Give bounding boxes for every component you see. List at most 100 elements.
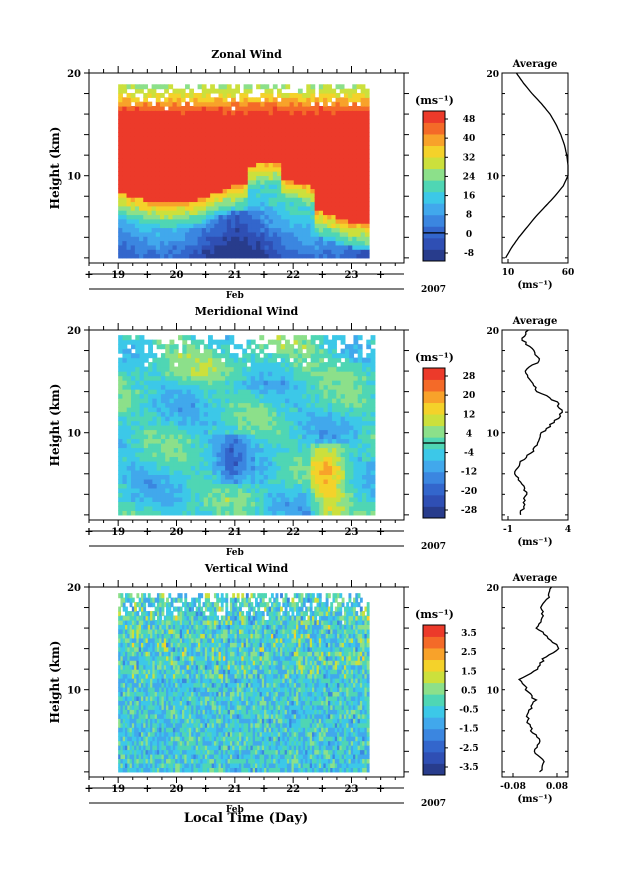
heatmap-cell <box>160 366 166 372</box>
heatmap-cell <box>222 179 228 185</box>
heatmap-cell <box>203 398 209 404</box>
heatmap-cell <box>212 510 218 516</box>
heatmap-cell <box>186 416 192 422</box>
heatmap-cell <box>280 348 286 354</box>
heatmap-cell <box>242 348 248 354</box>
heatmap-cell <box>168 210 174 216</box>
heatmap-cell <box>220 460 226 467</box>
heatmap-cell <box>152 398 158 404</box>
heatmap-cell <box>201 145 207 150</box>
heatmap-cell <box>118 762 122 768</box>
heatmap-cell <box>339 119 345 124</box>
heatmap-cell <box>247 140 253 146</box>
heatmap-cell <box>118 722 122 728</box>
heatmap-cell <box>130 136 136 142</box>
heatmap-cell <box>327 127 332 133</box>
heatmap-cell <box>193 132 199 137</box>
heatmap-cell <box>189 218 195 224</box>
heatmap-cell <box>276 375 282 381</box>
heatmap-cell <box>314 348 320 354</box>
heatmap-cell <box>122 236 128 242</box>
heatmap-cell <box>263 393 269 399</box>
heatmap-cell <box>143 119 149 124</box>
heatmap-cell <box>293 92 299 98</box>
heatmap-cell <box>306 162 312 168</box>
heatmap-cell <box>327 442 333 449</box>
heatmap-cell <box>256 214 261 220</box>
heatmap-cell <box>256 171 261 177</box>
heatmap-cell <box>226 88 232 94</box>
heatmap-cell <box>120 731 124 737</box>
heatmap-cell <box>268 110 274 116</box>
heatmap-cell <box>344 478 350 485</box>
heatmap-cell <box>336 501 342 507</box>
heatmap-cell <box>135 353 141 359</box>
heatmap-cell <box>297 192 303 198</box>
heatmap-cell <box>281 175 286 181</box>
heatmap-cell <box>360 123 366 129</box>
heatmap-cell <box>182 492 188 498</box>
heatmap-cell <box>134 244 140 250</box>
heatmap-cell <box>216 407 222 413</box>
heatmap-cell <box>233 456 239 462</box>
heatmap-cell <box>160 492 166 498</box>
heatmap-cell <box>225 402 230 408</box>
heatmap-cell <box>366 416 372 422</box>
heatmap-cell <box>340 335 346 341</box>
heatmap-cell <box>148 438 153 444</box>
heatmap-cell <box>185 236 190 242</box>
heatmap-cell <box>139 197 144 203</box>
heatmap-cell <box>173 380 179 386</box>
heatmap-cell <box>370 366 376 372</box>
heatmap-cell <box>118 402 124 408</box>
heatmap-cell <box>186 375 192 381</box>
heatmap-cell <box>190 393 196 399</box>
heatmap-cell <box>173 433 179 440</box>
heatmap-cell <box>314 110 320 116</box>
heatmap-cell <box>293 188 299 194</box>
heatmap-cell <box>364 236 370 242</box>
heatmap-cell <box>366 438 372 444</box>
heatmap-cell <box>246 501 252 507</box>
heatmap-cell <box>235 205 241 211</box>
heatmap-cell <box>352 88 358 94</box>
heatmap-cell <box>205 127 211 133</box>
heatmap-cell <box>197 197 203 203</box>
heatmap-cell <box>302 158 307 164</box>
heatmap-cell <box>233 469 239 476</box>
heatmap-cell <box>272 496 278 502</box>
heatmap-cell <box>306 505 312 511</box>
heatmap-cell <box>243 236 249 242</box>
heatmap-cell <box>139 236 144 242</box>
heatmap-cell <box>203 487 209 493</box>
heatmap-cell <box>250 429 256 435</box>
heatmap-cell <box>148 474 153 480</box>
heatmap-cell <box>190 456 196 462</box>
heatmap-cell <box>172 119 178 124</box>
heatmap-cell <box>348 171 353 177</box>
heatmap-cell <box>302 380 307 386</box>
heatmap-cell <box>118 474 124 480</box>
heatmap-cell <box>285 478 290 485</box>
month-label: Feb <box>226 548 244 558</box>
heatmap-cell <box>356 149 362 155</box>
heatmap-cell <box>272 162 278 168</box>
heatmap-cell <box>122 483 128 489</box>
heatmap-cell <box>259 389 265 395</box>
heatmap-cell <box>159 123 165 129</box>
heatmap-cell <box>336 460 342 467</box>
heatmap-cell <box>360 136 366 142</box>
heatmap-cell <box>332 492 337 498</box>
heatmap-cell <box>366 357 372 363</box>
heatmap-cell <box>268 166 274 172</box>
heatmap-cell <box>370 483 376 489</box>
heatmap-cell <box>185 158 190 164</box>
heatmap-cell <box>327 218 332 224</box>
heatmap-cell <box>118 642 122 648</box>
heatmap-cell <box>176 166 182 172</box>
heatmap-cell <box>277 114 282 120</box>
heatmap-cell <box>118 384 124 390</box>
heatmap-cell <box>152 384 158 390</box>
heatmap-cell <box>214 188 220 194</box>
heatmap-cell <box>197 240 203 246</box>
